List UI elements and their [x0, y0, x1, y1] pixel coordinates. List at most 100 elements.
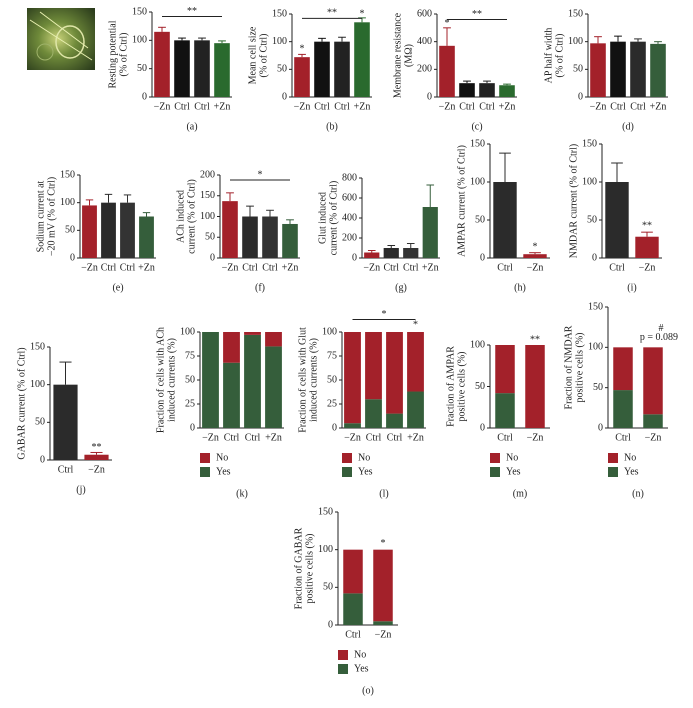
y-tick-label: 25 [327, 398, 337, 409]
bar [101, 202, 116, 258]
bar [194, 40, 210, 97]
panel-label: (i) [627, 282, 636, 293]
bar [282, 223, 298, 258]
y-axis-label: NMDAR current (% of Ctrl) [568, 144, 579, 258]
x-tick-label: Ctrl [314, 101, 330, 112]
y-axis-label: (% of Ctrl) [258, 34, 269, 78]
y-tick-label: 0 [282, 91, 287, 102]
legend-label: Yes [358, 466, 373, 477]
y-tick-label: 150 [568, 8, 583, 19]
y-tick-label: 200 [417, 64, 432, 75]
annotation: * [300, 44, 305, 55]
bar [635, 236, 659, 258]
y-tick-label: 100 [582, 176, 597, 187]
x-tick-label: Ctrl [497, 432, 513, 443]
bar-segment [343, 593, 363, 625]
y-axis-label: positive cells (%) [574, 333, 585, 403]
y-axis-label: Glut induced [317, 192, 328, 244]
y-tick-label: 150 [470, 138, 485, 149]
panel-label: (n) [632, 488, 644, 499]
x-tick-label: −Zn [294, 101, 311, 112]
bar-segment [365, 332, 382, 400]
panel-label: (a) [186, 121, 197, 132]
bar [154, 31, 170, 97]
bar [590, 43, 606, 97]
bar [364, 252, 380, 258]
x-tick-label: Ctrl [174, 101, 190, 112]
x-tick-label: −Zn [81, 262, 98, 273]
bar-segment [344, 423, 361, 428]
y-tick-label: 0 [592, 252, 597, 263]
legend-swatch [490, 467, 500, 477]
y-axis-label: positive cells (%) [456, 352, 467, 422]
panel-label: (k) [236, 488, 248, 499]
y-axis-label: induced currents (%) [308, 338, 319, 422]
bar [174, 40, 190, 97]
x-tick-label: Ctrl [479, 101, 495, 112]
y-tick-label: 50 [593, 382, 603, 393]
y-tick-label: 50 [277, 64, 287, 75]
y-tick-label: 150 [200, 190, 215, 201]
bar-segment [407, 391, 424, 428]
x-tick-label: Ctrl [387, 432, 403, 443]
bar-segment [613, 347, 633, 391]
x-tick-label: Ctrl [383, 262, 399, 273]
panel: 0 50 100 150 Ctrl −Zn GABAR current (% of Ctrl… [16, 341, 112, 495]
y-axis-label: Mean cell size [247, 26, 258, 84]
x-tick-label: +Zn [422, 262, 439, 273]
annotation: ** [187, 6, 197, 17]
y-tick-label: 100 [60, 197, 75, 208]
bar [139, 216, 154, 258]
legend-label: Yes [216, 466, 231, 477]
y-tick-label: 150 [318, 506, 333, 517]
x-tick-label: Ctrl [403, 262, 419, 273]
annotation: ** [642, 220, 652, 231]
x-tick-label: Ctrl [120, 262, 136, 273]
y-axis-label: induced currents (%) [166, 338, 177, 422]
legend-swatch [608, 453, 618, 463]
x-tick-label: −Zn [639, 262, 656, 273]
panel-label: (m) [513, 488, 527, 499]
y-axis-label: Fraction of AMPAR [445, 346, 456, 427]
y-tick-label: 0 [70, 252, 75, 263]
x-tick-label: Ctrl [194, 101, 210, 112]
y-tick-label: 75 [185, 350, 195, 361]
x-tick-label: +Zn [214, 101, 231, 112]
x-tick-label: +Zn [407, 432, 424, 443]
x-tick-label: −Zn [222, 262, 239, 273]
x-tick-label: +Zn [354, 101, 371, 112]
micrograph [27, 8, 95, 70]
y-tick-label: 50 [137, 63, 147, 74]
annotation: ** [327, 8, 337, 19]
legend-label: Yes [506, 466, 521, 477]
bar-segment [373, 549, 393, 622]
x-tick-label: −Zn [527, 262, 544, 273]
y-axis-label: current (% of Ctrl) [328, 181, 339, 256]
bar-segment [244, 332, 261, 335]
bar-segment [386, 413, 403, 428]
y-tick-label: 0 [190, 422, 195, 433]
y-tick-label: 50 [475, 381, 485, 392]
y-axis-label: Fraction of NMDAR [563, 325, 574, 409]
x-tick-label: Ctrl [242, 262, 258, 273]
bar [630, 41, 646, 97]
x-tick-label: −Zn [154, 101, 171, 112]
y-axis-label: Sodium current at [35, 180, 46, 252]
bar [459, 83, 475, 97]
y-tick-label: 100 [200, 211, 215, 222]
y-tick-label: 0 [598, 422, 603, 433]
y-tick-label: 50 [327, 374, 337, 385]
panel: 0 50 100 150 Ctrl −Zn AMPAR current (% of Ctrl… [456, 138, 550, 293]
y-tick-label: 100 [568, 36, 583, 47]
bar-segment [365, 399, 382, 428]
y-tick-label: 100 [470, 176, 485, 187]
y-tick-label: 150 [132, 6, 147, 17]
x-tick-label: Ctrl [58, 464, 74, 475]
annotation: p = 0.089 [640, 332, 678, 343]
y-tick-label: 400 [342, 212, 357, 223]
x-tick-label: Ctrl [609, 262, 625, 273]
y-axis-label: (MΩ) [403, 44, 414, 67]
legend-swatch [338, 664, 348, 674]
